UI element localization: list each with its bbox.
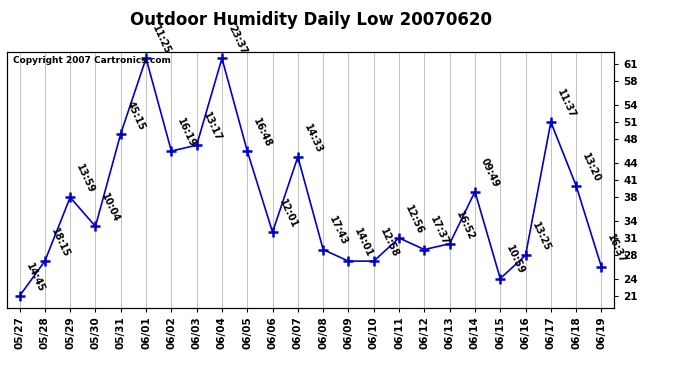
Text: 12:58: 12:58 [378, 226, 400, 259]
Text: 14:33: 14:33 [302, 122, 324, 154]
Text: 10:59: 10:59 [504, 244, 526, 276]
Text: 14:45: 14:45 [23, 261, 46, 294]
Text: 17:37: 17:37 [428, 215, 451, 248]
Text: 13:17: 13:17 [201, 111, 223, 143]
Text: 16:37: 16:37 [606, 232, 628, 265]
Text: 17:43: 17:43 [327, 215, 349, 248]
Text: 16:52: 16:52 [454, 209, 476, 242]
Text: 11:37: 11:37 [555, 87, 577, 120]
Text: 13:59: 13:59 [75, 163, 97, 195]
Text: 23:37: 23:37 [226, 24, 248, 56]
Text: 11:25: 11:25 [150, 24, 172, 56]
Text: 16:19: 16:19 [175, 117, 197, 149]
Text: 16:48: 16:48 [251, 116, 274, 149]
Text: 09:49: 09:49 [479, 157, 501, 189]
Text: Outdoor Humidity Daily Low 20070620: Outdoor Humidity Daily Low 20070620 [130, 11, 491, 29]
Text: 13:25: 13:25 [530, 221, 552, 253]
Text: 12:01: 12:01 [277, 198, 299, 230]
Text: 18:15: 18:15 [49, 226, 71, 259]
Text: 13:20: 13:20 [580, 151, 602, 184]
Text: 12:56: 12:56 [403, 204, 425, 236]
Text: 10:04: 10:04 [99, 192, 121, 224]
Text: Copyright 2007 Cartronics.com: Copyright 2007 Cartronics.com [13, 56, 171, 65]
Text: 45:15: 45:15 [125, 99, 147, 132]
Text: 14:01: 14:01 [353, 226, 375, 259]
